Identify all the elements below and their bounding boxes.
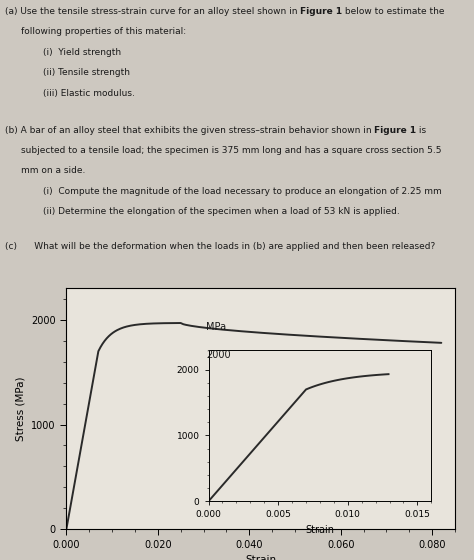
Text: following properties of this material:: following properties of this material: <box>21 27 186 36</box>
Text: (c)      What will be the deformation when the loads in (b) are applied and then: (c) What will be the deformation when th… <box>5 242 435 251</box>
Text: 2000: 2000 <box>206 350 231 360</box>
Text: (iii) Elastic modulus.: (iii) Elastic modulus. <box>43 88 135 98</box>
X-axis label: Strain: Strain <box>305 525 335 535</box>
Text: Figure 1: Figure 1 <box>300 7 342 16</box>
Text: mm on a side.: mm on a side. <box>21 166 86 175</box>
Text: MPa: MPa <box>206 322 227 332</box>
Text: (b) A bar of an alloy steel that exhibits the given stress–strain behavior shown: (b) A bar of an alloy steel that exhibit… <box>5 125 374 134</box>
Text: (i)  Yield strength: (i) Yield strength <box>43 48 121 57</box>
Text: below to estimate the: below to estimate the <box>342 7 445 16</box>
Text: subjected to a tensile load; the specimen is 375 mm long and has a square cross : subjected to a tensile load; the specime… <box>21 146 442 155</box>
Text: is: is <box>416 125 427 134</box>
Y-axis label: Stress (MPa): Stress (MPa) <box>16 376 26 441</box>
Text: (i)  Compute the magnitude of the load necessary to produce an elongation of 2.2: (i) Compute the magnitude of the load ne… <box>43 187 441 196</box>
X-axis label: Strain: Strain <box>245 555 276 560</box>
Text: Figure 1: Figure 1 <box>374 125 416 134</box>
Text: (ii) Tensile strength: (ii) Tensile strength <box>43 68 130 77</box>
Text: (ii) Determine the elongation of the specimen when a load of 53 kN is applied.: (ii) Determine the elongation of the spe… <box>43 207 400 216</box>
Text: (a) Use the tensile stress-strain curve for an alloy steel shown in: (a) Use the tensile stress-strain curve … <box>5 7 300 16</box>
